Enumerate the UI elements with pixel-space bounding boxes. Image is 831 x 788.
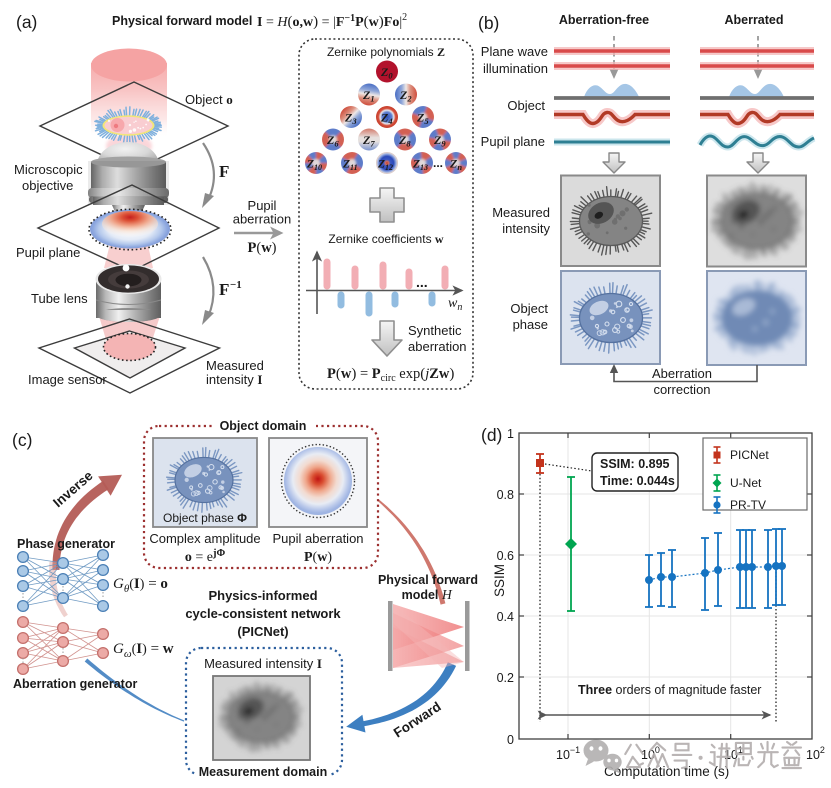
svg-text:(c): (c) <box>12 430 32 450</box>
svg-text:(b): (b) <box>478 13 499 33</box>
svg-text:Physical forward model: Physical forward model <box>112 14 252 28</box>
svg-text:SSIM: 0.895: SSIM: 0.895 <box>600 457 670 471</box>
svg-text:illumination: illumination <box>483 61 548 76</box>
svg-text:102: 102 <box>806 745 825 762</box>
svg-text:Zernike polynomials Z: Zernike polynomials Z <box>327 45 445 59</box>
svg-text:P(w) = Pcirc exp(jZw): P(w) = Pcirc exp(jZw) <box>327 366 454 384</box>
svg-text:Phase generator: Phase generator <box>17 537 115 551</box>
svg-text:Object phase Φ: Object phase Φ <box>163 511 247 525</box>
svg-text:intensity: intensity <box>502 221 550 236</box>
svg-text:Zernike coefficients w: Zernike coefficients w <box>328 232 444 246</box>
svg-text:Aberration: Aberration <box>652 366 712 381</box>
svg-text:Measurement domain: Measurement domain <box>199 765 328 779</box>
svg-text:−1: −1 <box>230 279 242 291</box>
svg-text:1: 1 <box>507 427 514 441</box>
svg-text:Pupil: Pupil <box>248 198 277 213</box>
svg-text:Object: Object <box>507 98 545 113</box>
svg-text:0.6: 0.6 <box>497 549 514 563</box>
svg-text:objective: objective <box>22 178 73 193</box>
svg-text:Tube lens: Tube lens <box>31 291 88 306</box>
svg-text:Image sensor: Image sensor <box>28 372 107 387</box>
svg-text:I = H(o,w) = |F−1P(w)Fo|2: I = H(o,w) = |F−1P(w)Fo|2 <box>257 12 407 30</box>
svg-text:cycle-consistent network: cycle-consistent network <box>185 606 341 621</box>
svg-text:Object domain: Object domain <box>220 419 307 433</box>
svg-text:0.8: 0.8 <box>497 488 514 502</box>
svg-text:PICNet: PICNet <box>730 448 769 462</box>
svg-text:phase: phase <box>513 317 548 332</box>
svg-text:F: F <box>219 280 229 299</box>
svg-text:Plane wave: Plane wave <box>481 44 548 59</box>
svg-text:Time: 0.044s: Time: 0.044s <box>600 474 675 488</box>
svg-text:SSIM: SSIM <box>492 564 507 597</box>
svg-text:PR-TV: PR-TV <box>730 498 766 512</box>
svg-text:Three orders of magnitude fast: Three orders of magnitude faster <box>578 683 761 697</box>
svg-text:Aberration generator: Aberration generator <box>13 677 137 691</box>
svg-text:P(w): P(w) <box>304 550 332 565</box>
svg-text:F: F <box>219 162 229 181</box>
svg-text:aberration: aberration <box>408 339 467 354</box>
svg-text:Measured intensity I: Measured intensity I <box>204 656 322 671</box>
svg-text:(a): (a) <box>16 12 37 32</box>
svg-text:0.2: 0.2 <box>497 671 514 685</box>
svg-text:Gθ(I) = o: Gθ(I) = o <box>113 576 168 595</box>
svg-text:Measured: Measured <box>492 205 550 220</box>
svg-text:Object: Object <box>510 301 548 316</box>
svg-text:Pupil aberration: Pupil aberration <box>272 531 363 546</box>
svg-text:Microscopic: Microscopic <box>14 162 83 177</box>
svg-text:correction: correction <box>653 382 710 397</box>
svg-text:Measured: Measured <box>206 358 264 373</box>
svg-text:(d): (d) <box>481 425 502 445</box>
svg-text:0.4: 0.4 <box>497 610 514 624</box>
svg-text:Pupil plane: Pupil plane <box>481 134 545 149</box>
svg-text:U-Net: U-Net <box>730 476 762 490</box>
svg-text:model: model <box>402 588 439 602</box>
svg-text:Aberrated: Aberrated <box>724 13 783 27</box>
svg-text:...: ... <box>416 274 428 290</box>
svg-text:intensity I: intensity I <box>206 372 262 387</box>
svg-text:Synthetic: Synthetic <box>408 323 462 338</box>
svg-text:Complex amplitude: Complex amplitude <box>149 531 260 546</box>
svg-text:Gω(I) = w: Gω(I) = w <box>113 641 174 660</box>
svg-text:(PICNet): (PICNet) <box>237 624 288 639</box>
svg-text:Aberration-free: Aberration-free <box>559 13 649 27</box>
svg-text:H: H <box>441 587 453 602</box>
svg-text:Physical forward: Physical forward <box>378 573 478 587</box>
svg-text:Physics-informed: Physics-informed <box>208 588 317 603</box>
svg-text:P(w): P(w) <box>247 240 276 256</box>
svg-text:Object o: Object o <box>185 92 233 107</box>
svg-text:10−1: 10−1 <box>556 745 580 762</box>
svg-text:0: 0 <box>507 733 514 747</box>
svg-text:Pupil plane: Pupil plane <box>16 245 80 260</box>
svg-text:...: ... <box>433 156 443 170</box>
svg-text:aberration: aberration <box>233 212 292 227</box>
